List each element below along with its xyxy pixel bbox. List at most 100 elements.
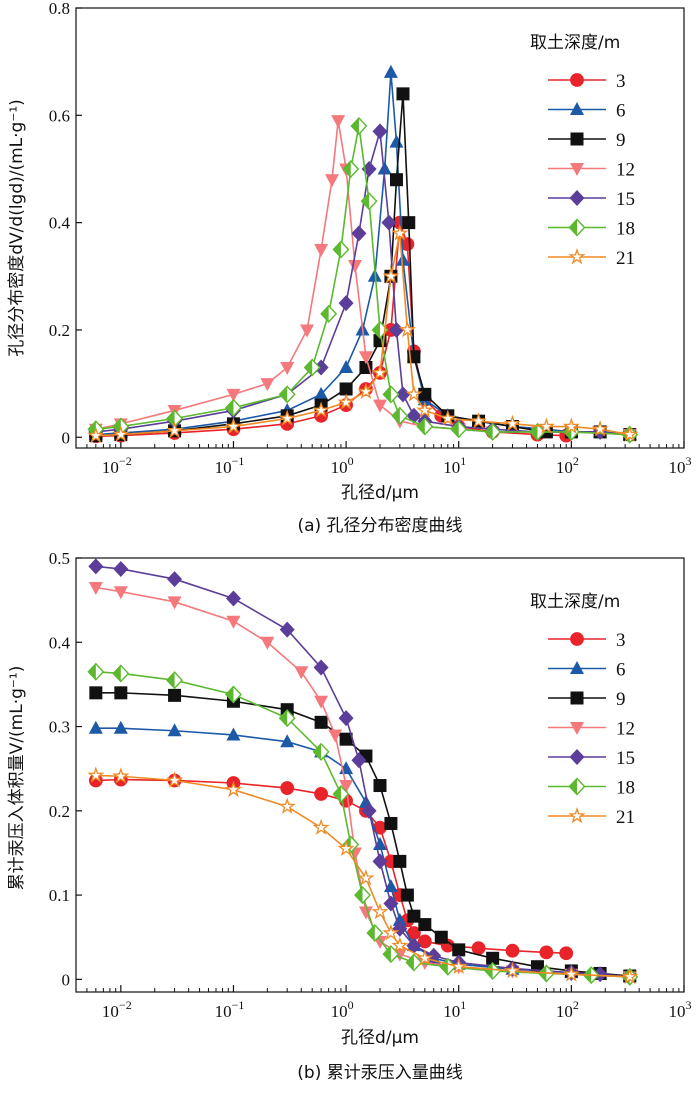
data-point xyxy=(366,923,384,943)
data-point xyxy=(167,723,182,737)
data-point xyxy=(505,943,520,958)
data-point xyxy=(382,923,400,941)
data-point xyxy=(358,906,373,920)
data-point xyxy=(348,260,363,274)
series-line xyxy=(95,727,630,977)
data-point xyxy=(314,715,328,729)
data-point xyxy=(328,729,343,743)
data-point xyxy=(377,161,392,175)
legend-marker xyxy=(568,218,586,237)
y-tick-label: 0.1 xyxy=(49,886,70,905)
legend-item-21: 21 xyxy=(548,247,635,269)
legend-marker xyxy=(570,73,584,87)
series-21 xyxy=(87,766,639,985)
y-tick-label: 0.8 xyxy=(49,0,70,18)
legend-item-6: 6 xyxy=(548,660,626,681)
data-point xyxy=(562,965,580,982)
data-point xyxy=(382,267,400,284)
data-point xyxy=(88,720,103,734)
legend-label: 12 xyxy=(616,719,635,740)
x-tick-label: 101 xyxy=(443,998,466,1021)
data-point xyxy=(383,895,399,912)
data-point xyxy=(418,918,432,932)
data-point xyxy=(294,666,309,680)
legend-label: 18 xyxy=(616,778,635,799)
series-line xyxy=(95,778,567,955)
data-point xyxy=(226,388,241,402)
data-point xyxy=(358,351,373,365)
data-point xyxy=(226,727,241,741)
data-point xyxy=(342,159,360,178)
data-point xyxy=(280,362,295,376)
data-point xyxy=(396,87,410,101)
legend-item-3: 3 xyxy=(548,71,626,92)
data-point xyxy=(471,941,486,956)
data-point xyxy=(113,560,129,577)
legend-marker xyxy=(569,749,585,765)
data-point xyxy=(392,920,408,937)
data-point xyxy=(539,945,554,960)
data-point xyxy=(224,417,243,434)
legend-label: 3 xyxy=(616,71,626,92)
data-point xyxy=(395,386,411,403)
data-point xyxy=(88,581,103,595)
legend-marker xyxy=(570,722,584,735)
data-point xyxy=(405,953,423,972)
data-point xyxy=(450,957,468,975)
legend-marker xyxy=(569,190,585,206)
legend-label: 18 xyxy=(616,219,635,240)
data-point xyxy=(434,930,448,944)
y-tick-label: 0 xyxy=(62,970,71,989)
data-point xyxy=(332,240,350,259)
x-tick-label: 101 xyxy=(443,454,466,477)
data-point xyxy=(112,425,130,442)
data-point xyxy=(226,615,241,629)
data-point xyxy=(469,412,488,429)
y-tick-label: 0.3 xyxy=(49,718,70,737)
x-tick-label: 102 xyxy=(556,454,579,477)
y-tick-label: 0.2 xyxy=(49,321,70,340)
legend-marker xyxy=(570,691,584,705)
legend-marker xyxy=(568,777,586,796)
data-point xyxy=(391,936,409,953)
data-point xyxy=(417,934,432,949)
legend: 取土深度/m 3 6 9 12 15 18 21 xyxy=(530,592,635,828)
data-point xyxy=(395,252,410,266)
data-point xyxy=(314,787,329,801)
data-point xyxy=(407,909,421,923)
legend-item-15: 15 xyxy=(548,189,635,210)
data-point xyxy=(621,425,639,442)
legend-marker xyxy=(570,102,584,115)
legend-title: 取土深度/m xyxy=(530,592,620,612)
data-point xyxy=(416,949,434,966)
data-point xyxy=(400,888,414,902)
data-point xyxy=(88,558,104,575)
x-tick-label: 10−2 xyxy=(102,454,132,477)
data-point xyxy=(382,385,400,404)
legend-label: 9 xyxy=(616,130,626,151)
legend-marker xyxy=(570,632,584,646)
data-point xyxy=(260,378,275,392)
legend-marker xyxy=(568,247,586,265)
x-tick-label: 100 xyxy=(331,998,354,1021)
series-line xyxy=(95,565,630,978)
data-point xyxy=(416,417,434,436)
data-point xyxy=(278,409,296,426)
data-point xyxy=(314,695,329,709)
data-point xyxy=(398,320,416,338)
data-point xyxy=(312,818,330,835)
series-3 xyxy=(88,772,574,961)
data-point xyxy=(373,779,387,793)
legend-marker xyxy=(570,661,584,674)
caption-b: (b) 累计汞压入量曲线 xyxy=(297,1063,462,1083)
legend-label: 9 xyxy=(616,689,626,710)
series-line xyxy=(95,670,630,978)
series-3 xyxy=(88,215,574,444)
legend-item-21: 21 xyxy=(548,806,635,828)
legend-label: 6 xyxy=(616,101,626,122)
panel-a: 0 0.2 0.4 0.6 0.8 10−2 10−1 100 101 102 103 取土深度/m 3… xyxy=(7,0,692,536)
x-tick-label: 10−1 xyxy=(215,998,245,1021)
x-axis-title-a: 孔径d/μm xyxy=(341,483,419,503)
data-point xyxy=(260,636,275,650)
legend-marker xyxy=(568,806,586,824)
